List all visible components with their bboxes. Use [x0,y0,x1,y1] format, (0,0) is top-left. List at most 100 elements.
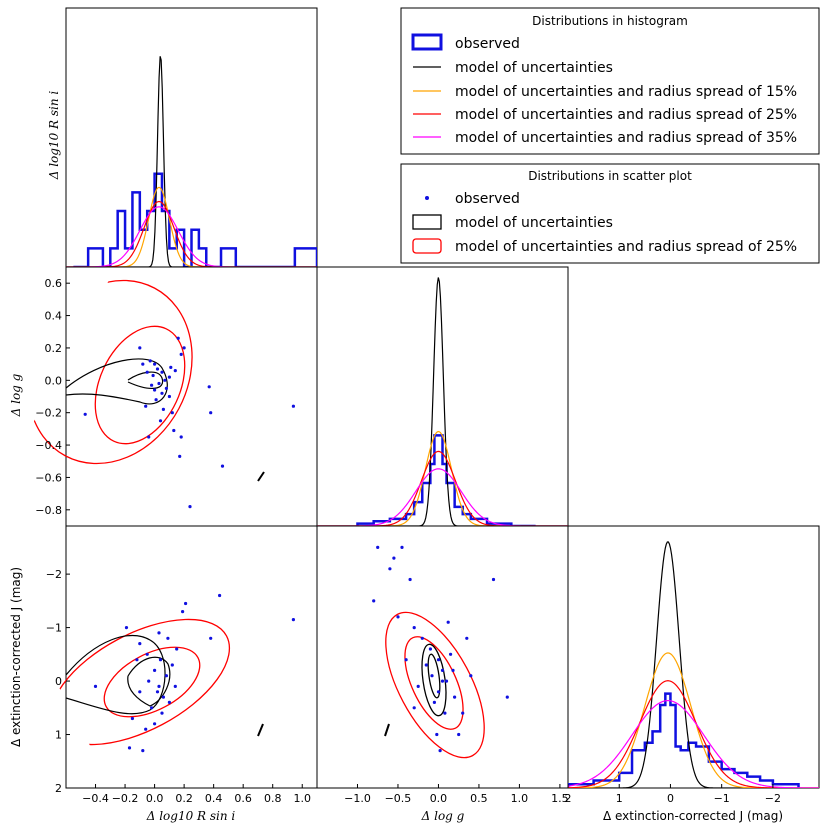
observed-point [160,370,164,374]
x-tick-label: −0.2 [112,792,139,805]
observed-point [169,365,173,369]
model-curve-3 [317,468,568,526]
model-curve-0 [568,541,819,788]
y-tick-label: 0.4 [45,310,63,323]
xlabel-rsini: Δ log10 R sin i [146,809,236,823]
observed-point [170,411,174,415]
x-tick-label: −2 [765,792,781,805]
observed-point [157,381,161,386]
xlabel-logg: Δ log g [421,809,465,823]
legend-marker-observed [425,196,429,200]
x-tick-label: 0 [667,792,674,805]
x-tick-label: 0.8 [264,792,282,805]
observed-point [179,435,183,439]
contour-uncertainty-outer [421,643,447,717]
x-tick-label: 2 [565,792,572,805]
contour-25-outer [385,611,485,759]
x-tick-label: 0.5 [470,792,488,805]
observed-point [138,642,142,646]
observed-point [141,362,145,366]
legend-histogram: Distributions in histogram observed mode… [400,7,820,155]
tick-layer: −0.4 −0.2 0.0 0.2 0.4 0.6 0.8 1.0 −1.0 −0.5 0.0 0.5… [35,277,781,805]
error-bar [384,723,390,737]
observed-point [179,352,183,356]
y-tick-label: −0.8 [35,504,62,517]
ylabel-logg: Δ log g [9,373,23,417]
contour-25-inner [404,636,464,730]
x-tick-label: −1 [714,792,730,805]
observed-point [416,684,420,689]
observed-point [148,359,152,363]
observed-point [153,668,157,673]
observed-point [167,394,171,399]
observed-point [505,695,509,699]
observed-point [388,567,392,571]
observed-point [218,593,222,598]
legend-entry: model of uncertainties [455,60,613,76]
x-tick-label: −1.0 [344,792,371,805]
observed-point [207,385,211,389]
x-tick-label: −0.5 [385,792,412,805]
observed-point [144,404,148,408]
observed-point [175,647,179,651]
x-tick-label: 0.2 [175,792,193,805]
x-tick-label: 1.5 [551,792,569,805]
observed-point [428,647,432,651]
y-tick-label: 1 [55,729,62,742]
legend-entry: model of uncertainties and radius spread… [455,130,797,146]
observed-point [141,749,145,753]
observed-point [436,658,441,662]
observed-point [164,386,168,390]
observed-point [424,663,428,667]
legend-entry: observed [455,36,520,52]
x-tick-label: −0.4 [82,792,109,805]
legend-entry: model of uncertainties [455,215,613,231]
observed-point [138,346,142,350]
model-curve-1 [317,430,568,526]
y-tick-label: −0.6 [35,471,62,484]
observed-point [209,636,213,640]
model-curve-3 [568,700,819,788]
observed-point [172,428,176,433]
observed-point [444,679,449,683]
contour-uncertainty-inner [127,371,164,389]
observed-point [396,615,400,619]
observed-point [176,336,180,340]
observed-point [178,454,182,458]
ylabel-rsini: Δ log10 R sin i [47,91,61,181]
x-tick-label: 0.6 [234,792,252,805]
y-tick-label: −0.4 [35,439,62,452]
model-curve-2 [317,450,568,526]
x-tick-label: 1.0 [293,792,311,805]
observed-point [127,746,132,750]
contour-25-inner [103,646,201,718]
legend-frame [400,163,820,264]
observed-point [430,674,434,678]
observed-point [158,419,163,423]
observed-point [181,610,185,614]
contour-25-outer [27,279,193,465]
observed-point [155,690,160,694]
contour-uncertainty-inner [427,653,441,699]
observed-point [188,505,192,509]
observed-point [158,658,163,662]
observed-point [164,674,168,678]
panel-frame [65,266,318,527]
observed-point [440,679,445,683]
observed-point [154,398,158,402]
xlabel-j: Δ extinction-corrected J (mag) [603,809,783,823]
observed-point [163,378,167,382]
observed-point [151,373,155,378]
y-tick-label: 2 [55,782,62,795]
legend-swatch-uncertainties-contour [412,214,442,230]
y-tick-label: −0.2 [35,407,62,420]
panel-scatter-j-vs-logg: Δ log g [316,525,569,823]
observed-point [209,411,213,415]
panel-frame [567,525,820,789]
observed-point [182,346,186,350]
observed-point [157,684,161,689]
observed-point [440,668,445,673]
observed-point [184,601,188,606]
observed-point [130,716,134,721]
